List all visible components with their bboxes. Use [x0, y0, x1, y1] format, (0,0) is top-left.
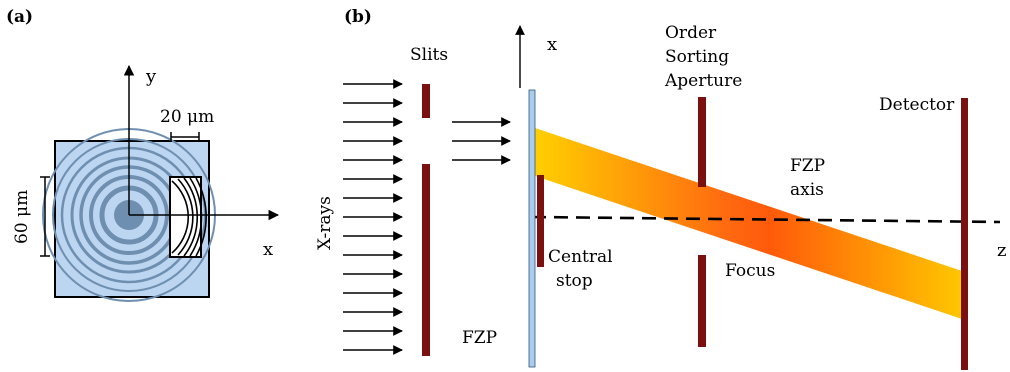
osa-label-line3: Aperture: [664, 71, 742, 91]
focus-label: Focus: [725, 261, 775, 281]
x-axis-label: x: [263, 239, 273, 260]
panel-b: (b) X-rays Slits: [315, 7, 1006, 370]
fzp-axis-label-line1: FZP: [790, 156, 825, 176]
central-stop-label-line2: stop: [556, 271, 593, 291]
fzp-label: FZP: [462, 328, 497, 348]
fzp-substrate: [528, 89, 536, 368]
slit-upper-bar: [422, 84, 430, 118]
height-dimension-label: 60 μm: [12, 190, 32, 244]
panel-a: (a) y x: [6, 7, 280, 302]
optical-axis: [531, 215, 1001, 224]
slits-label: Slits: [410, 45, 448, 65]
panel-b-x-axis-label: x: [547, 34, 557, 55]
z-axis-label: z: [997, 240, 1006, 261]
slit-lower-bar: [422, 164, 430, 356]
central-stop-label-line1: Central: [548, 247, 613, 267]
panel-b-label: (b): [344, 7, 372, 27]
detector-label: Detector: [879, 95, 955, 115]
osa-lower-bar: [698, 255, 706, 347]
osa-upper-bar: [698, 97, 706, 187]
osa-label-line2: Sorting: [665, 47, 729, 67]
fzp-axis-label-line2: axis: [790, 180, 824, 200]
incoming-xray-arrows: [343, 79, 403, 355]
panel-a-label: (a): [6, 7, 33, 27]
height-dimension: [40, 176, 50, 257]
xrays-label: X-rays: [315, 196, 335, 250]
osa-label-line1: Order: [665, 23, 717, 43]
slit-region-arcs: [171, 177, 207, 257]
focused-beam: [532, 127, 965, 320]
y-axis-label: y: [145, 66, 157, 87]
detector-bar: [961, 98, 968, 370]
central-stop-bar: [537, 175, 544, 267]
transmitted-xray-arrows: [452, 117, 511, 165]
width-dimension-label: 20 μm: [160, 107, 214, 127]
width-dimension: [170, 132, 200, 142]
